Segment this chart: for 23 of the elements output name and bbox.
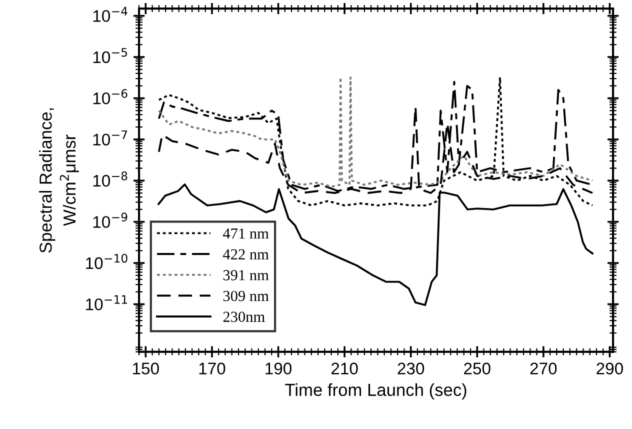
y-tick-label: 10$^{−11}$ [86, 295, 128, 310]
y-tick-label: 10$^{−7}$ [93, 130, 128, 146]
y-tick-label: 10$^{−6}$ [93, 89, 128, 104]
x-tick-label: 170 [199, 362, 226, 374]
y-tick-label: 10$^{−5}$ [93, 48, 127, 64]
y-tick-label: 10$^{−10}$ [86, 254, 128, 270]
x-tick-label: 250 [464, 362, 490, 374]
x-tick-label: 150 [133, 362, 159, 374]
legend-label: 422 nm [222, 249, 269, 260]
legend-label: 309 nm [223, 290, 269, 302]
x-tick-label: 270 [530, 362, 557, 374]
x-axis-title: Time from Launch (sec) [285, 383, 466, 400]
legend-label: 391 nm [223, 270, 269, 280]
x-tick-label: 290 [596, 362, 623, 374]
y-axis-title: Spectral Radiance, W/cm$^{2}$μmsr [39, 108, 79, 253]
legend-label: 230nm [223, 312, 265, 322]
x-tick-label: 190 [266, 362, 292, 374]
y-tick-label: 10$^{−8}$ [93, 171, 128, 187]
x-tick-label: 210 [331, 362, 358, 374]
y-tick-label: 10$^{−9}$ [93, 212, 128, 228]
legend-label: 471 nm [222, 228, 269, 239]
y-tick-label: 10$^{−4}$ [93, 6, 128, 22]
x-tick-label: 230 [398, 362, 424, 374]
